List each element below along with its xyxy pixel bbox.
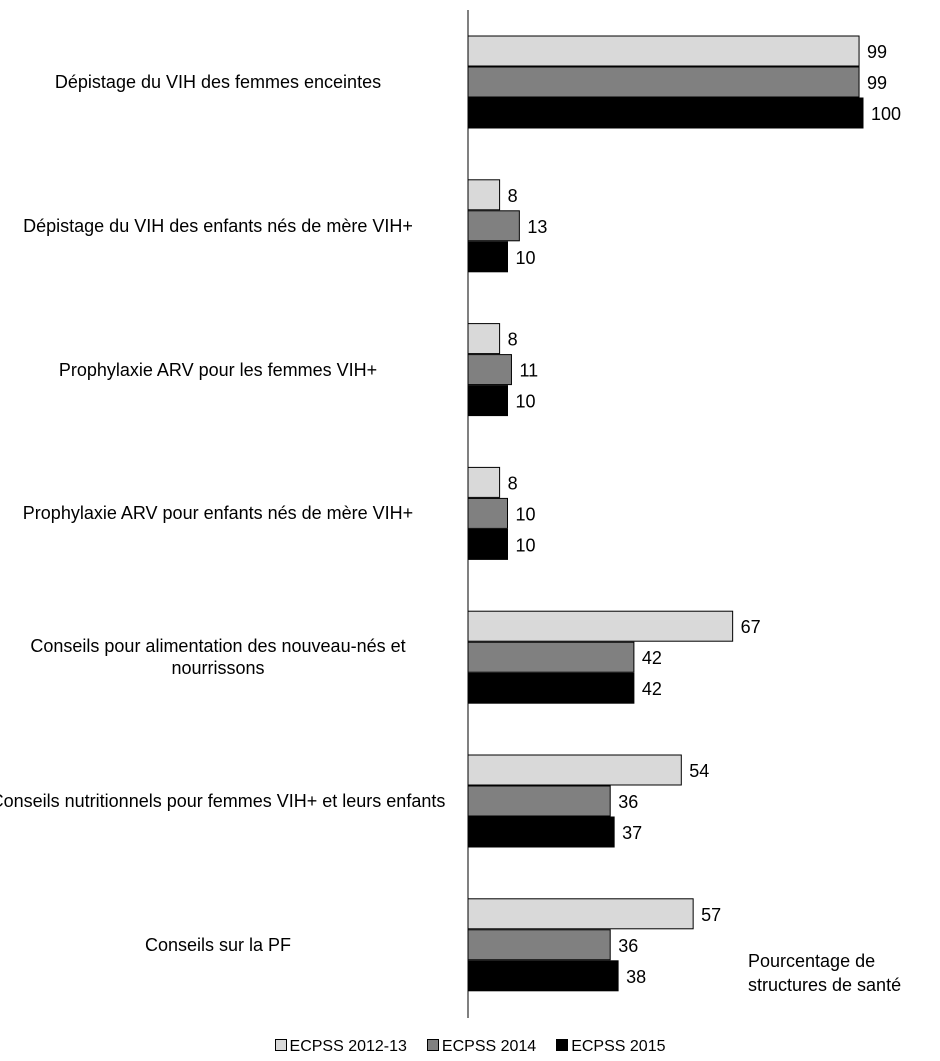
category-label: Conseils pour alimentation des nouveau-n… (30, 636, 406, 679)
bar (467, 241, 508, 273)
data-label: 10 (516, 392, 536, 412)
data-label: 57 (701, 905, 721, 925)
legend-label: ECPSS 2012-13 (289, 1038, 407, 1055)
bar (467, 610, 734, 642)
bar (467, 66, 860, 98)
bar (467, 210, 520, 242)
category-label: Conseils nutritionnels pour femmes VIH+ … (0, 791, 446, 811)
bar (467, 97, 864, 129)
x-axis-label-text: Pourcentage de structures de santé (748, 951, 902, 995)
data-label: 38 (626, 967, 646, 987)
data-label: 99 (867, 42, 887, 62)
bar (467, 528, 508, 560)
legend-label: ECPSS 2014 (441, 1038, 537, 1055)
bar (467, 385, 508, 417)
legend-swatch (274, 1039, 287, 1051)
bar (467, 35, 860, 67)
data-label: 10 (516, 535, 536, 555)
category-label: Dépistage du VIH des femmes enceintes (54, 72, 382, 92)
legend-label: ECPSS 2015 (571, 1038, 666, 1055)
bar (467, 672, 635, 704)
data-label: 10 (516, 248, 536, 268)
category-label: Dépistage du VIH des enfants nés de mère… (23, 215, 413, 236)
data-label: 42 (642, 679, 662, 699)
data-label: 8 (508, 330, 518, 350)
data-label: 37 (622, 823, 642, 843)
legend-item: ECPSS 2012-13 (274, 1037, 407, 1057)
bar (467, 354, 512, 386)
bar (467, 785, 611, 817)
data-label: 54 (689, 761, 709, 781)
bar (467, 929, 611, 961)
category-label: Prophylaxie ARV pour enfants nés de mère… (22, 503, 414, 524)
data-label: 100 (871, 104, 901, 124)
bar (467, 466, 501, 498)
data-label: 36 (618, 936, 638, 956)
legend-swatch (556, 1039, 569, 1051)
bar (467, 497, 508, 529)
data-label: 99 (867, 73, 887, 93)
bar (467, 323, 501, 355)
bar (467, 960, 619, 992)
bar (467, 179, 501, 211)
legend-item: ECPSS 2015 (556, 1037, 665, 1057)
bar (467, 641, 635, 673)
bar (467, 898, 694, 930)
legend: ECPSS 2012-13 ECPSS 2014 ECPSS 2015 (0, 1037, 940, 1057)
data-label: 10 (516, 504, 536, 524)
data-label: 13 (527, 217, 547, 237)
legend-swatch (426, 1039, 439, 1051)
category-label: Prophylaxie ARV pour les femmes VIH+ (58, 359, 378, 380)
bar (467, 754, 682, 786)
x-axis-label: Pourcentage de structures de santé (748, 949, 928, 997)
data-label: 36 (618, 792, 638, 812)
data-label: 67 (741, 617, 761, 637)
data-label: 8 (508, 186, 518, 206)
category-label: Conseils sur la PF (144, 934, 292, 955)
data-label: 42 (642, 648, 662, 668)
legend-item: ECPSS 2014 (426, 1037, 537, 1057)
bar (467, 816, 615, 848)
data-label: 11 (519, 361, 538, 381)
data-label: 8 (508, 473, 518, 493)
